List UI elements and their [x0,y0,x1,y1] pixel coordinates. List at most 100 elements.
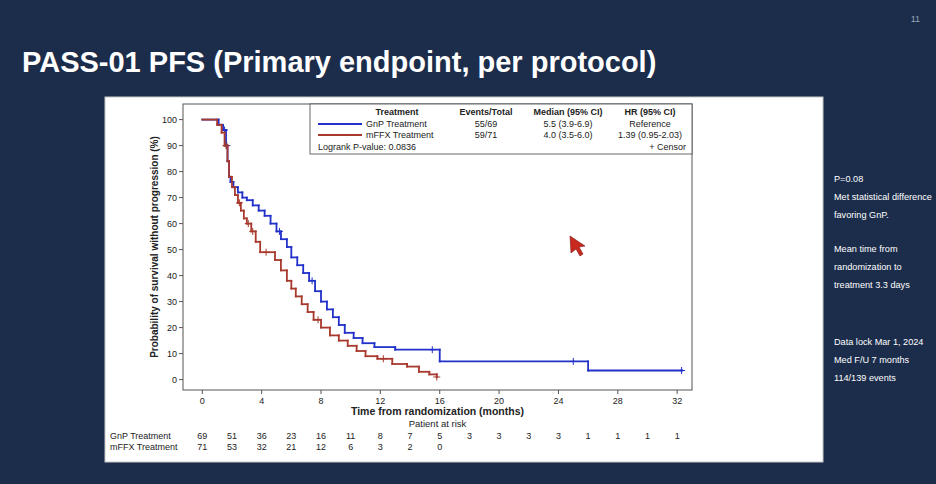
step-riser [234,187,236,195]
y-axis-label: Probability of survival without progress… [149,136,160,358]
plot-frame [183,104,692,390]
y-tick [179,249,183,250]
legend-label: GnP Treatment [366,119,427,129]
y-tick-label: 20 [167,323,177,333]
legend-cell: 1.39 (0.95-2.03) [618,130,682,140]
censor-mark [236,199,243,206]
step-riser [332,309,334,317]
step-riser [290,281,292,289]
y-tick [179,275,183,276]
at-risk-value: 3 [556,431,561,441]
step-riser [221,125,223,133]
censor-mark [380,355,387,362]
at-risk-value: 7 [408,431,413,441]
step-riser [290,247,292,257]
step-riser [231,177,233,187]
at-risk-value: 21 [286,442,296,452]
y-tick [179,145,183,146]
y-tick [179,119,183,120]
x-tick [558,390,559,394]
at-risk-value: 36 [257,431,267,441]
step-riser [320,320,322,328]
step-riser [240,203,242,211]
plot-marks [202,120,685,381]
note-line: 114/139 events [834,373,896,383]
note-line: favoring GnP. [834,210,889,220]
step-segment [392,363,407,365]
y-tick-label: 60 [167,219,177,229]
step-riser [587,361,589,370]
x-tick-label: 0 [200,396,205,406]
step-riser [228,161,230,177]
note-line: Med F/U 7 months [834,355,910,365]
x-tick-label: 24 [553,396,563,406]
step-riser [308,273,310,281]
at-risk-value: 3 [526,431,531,441]
legend-header: Treatment [375,107,418,117]
step-riser [276,224,278,232]
step-riser [301,296,303,304]
step-riser [237,195,239,203]
at-risk-value: 6 [348,442,353,452]
step-riser [224,133,226,146]
at-risk-value: 69 [197,431,207,441]
censor-mark [309,277,316,284]
at-risk-value: 0 [437,442,442,452]
step-riser [302,265,304,273]
step-riser [295,289,297,297]
step-riser [314,281,316,291]
x-tick [380,390,381,394]
step-riser [255,231,257,241]
x-tick [261,390,262,394]
censor-mark [263,249,270,256]
legend-cell: 4.0 (3.5-6.0) [543,130,592,140]
at-risk-value: 1 [615,431,620,441]
at-risk-value: 71 [197,442,207,452]
censor-mark [245,220,252,227]
note-line: Met statistical difference [834,192,932,202]
step-riser [313,312,315,320]
censor-mark [223,142,230,149]
at-risk-value: 23 [286,431,296,441]
y-tick-label: 30 [167,297,177,307]
note-line: randomization to [834,262,902,272]
legend-header: Median (95% CI) [533,107,602,117]
step-riser [439,350,441,362]
step-segment [366,355,378,357]
at-risk-value: 12 [316,442,326,452]
y-tick [179,353,183,354]
censor-mark [276,228,283,235]
x-tick [202,390,203,394]
at-risk-value: 1 [645,431,650,441]
step-riser [320,291,322,301]
at-risk-value: 11 [346,431,355,441]
legend-cell: 59/71 [475,130,498,140]
y-tick [179,379,183,380]
x-tick-label: 8 [319,396,324,406]
censor-mark [570,358,577,365]
legend-swatch [318,134,362,136]
background [0,0,936,484]
y-tick [179,327,183,328]
step-segment [339,340,348,342]
legend-cell: 5.5 (3.9-6.9) [543,119,592,129]
legend: TreatmentEvents/TotalMedian (95% CI)HR (… [310,104,692,154]
step-segment [202,119,218,121]
step-segment [374,346,395,348]
at-risk-value: 53 [227,442,237,452]
legend-header: Events/Total [460,107,513,117]
at-risk-value: 3 [378,442,383,452]
series-group [202,120,685,374]
at-risk-title: Patient at risk [409,418,467,429]
censor-mark [678,367,685,374]
censor-mark [429,346,436,353]
cursor [570,236,585,256]
censor-mark [433,374,440,381]
at-risk-value: 32 [257,442,267,452]
x-tick-label: 4 [259,396,264,406]
at-risk-value: 1 [675,431,680,441]
y-tick-label: 10 [167,349,177,359]
at-risk-row-label: mFFX Treatment [110,442,178,452]
series-group [202,120,440,381]
step-segment [407,366,419,368]
